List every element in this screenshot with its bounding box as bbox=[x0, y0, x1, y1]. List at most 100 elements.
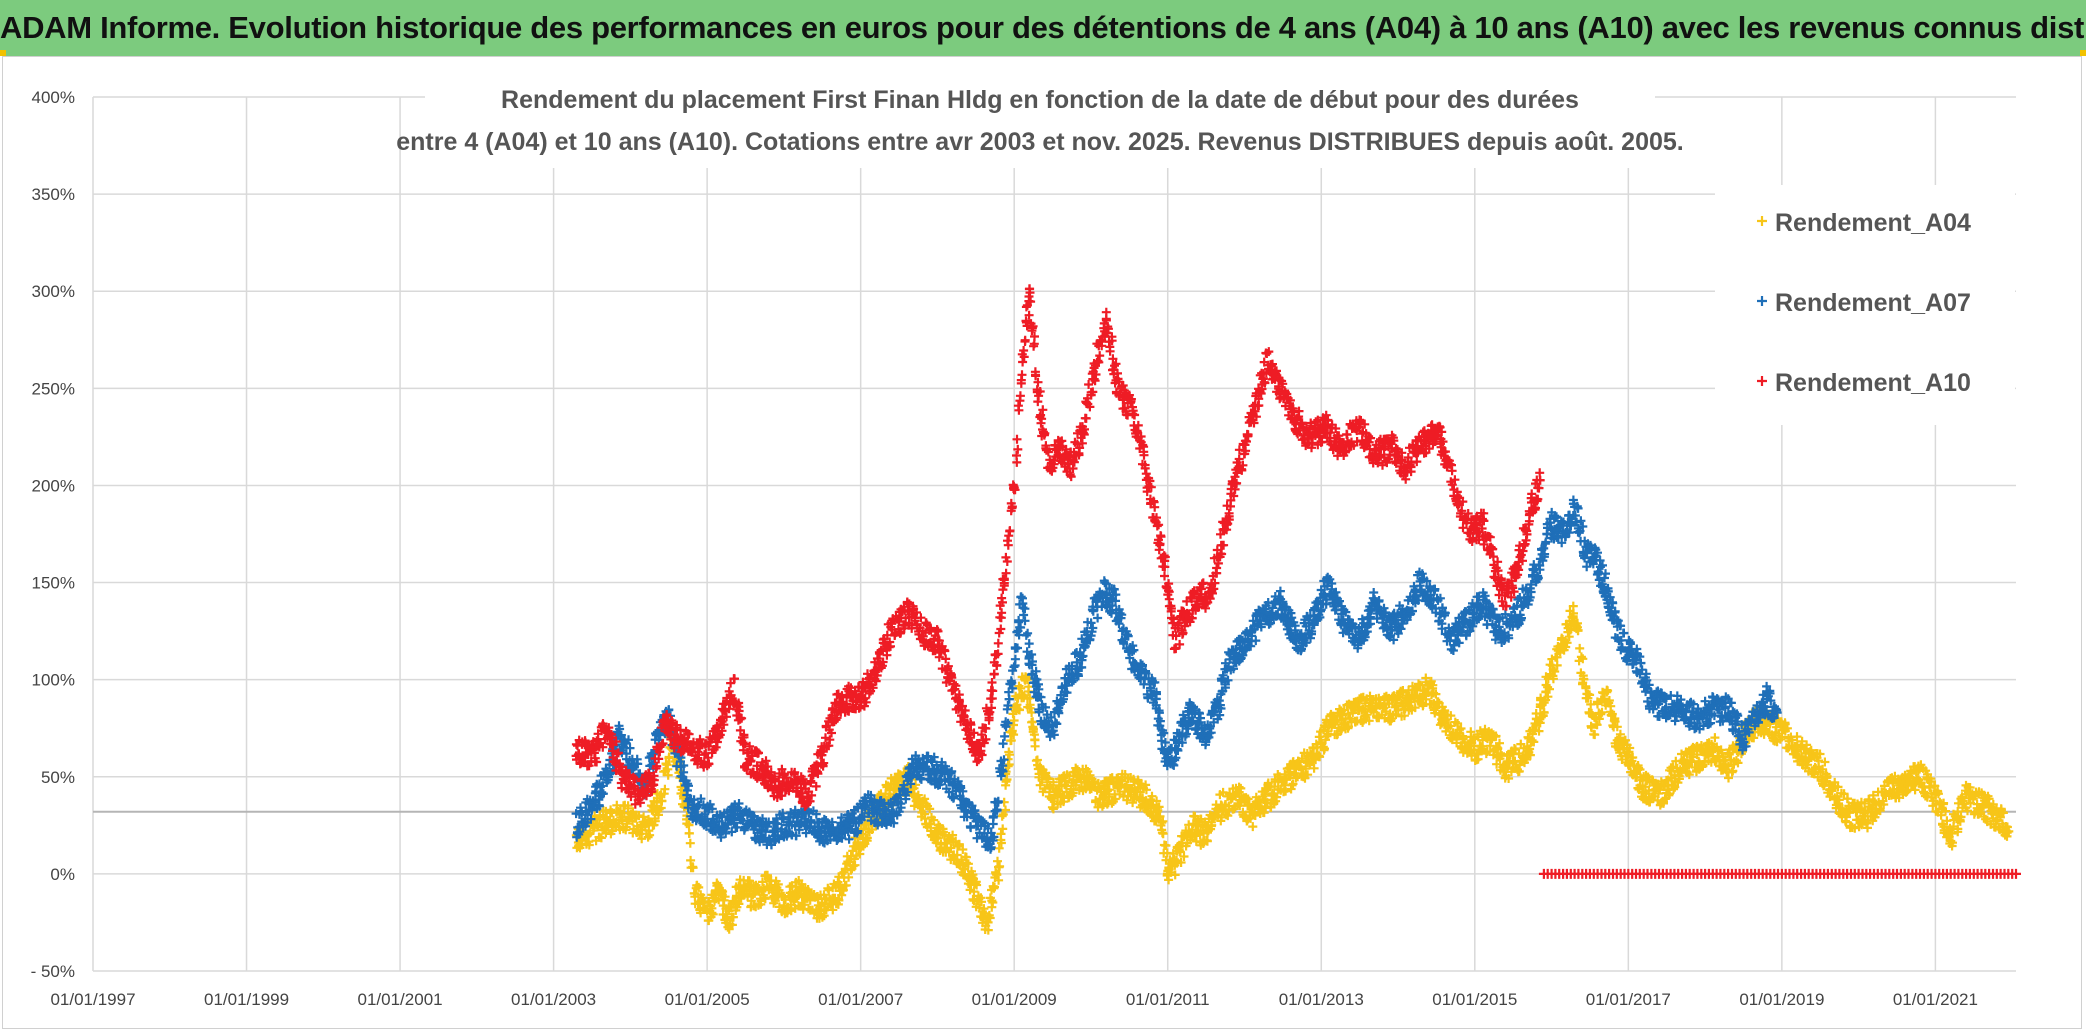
data-point bbox=[1842, 794, 1852, 804]
series-rendement-a04 bbox=[571, 601, 2014, 935]
report-banner: ADAM Informe. Evolution historique des p… bbox=[0, 0, 2086, 56]
data-point bbox=[1998, 808, 2008, 818]
data-point bbox=[1016, 683, 1026, 693]
data-point bbox=[1562, 638, 1572, 648]
data-point bbox=[1902, 786, 1912, 796]
banner-corner-right bbox=[2080, 50, 2086, 56]
data-point bbox=[1539, 707, 1549, 717]
data-point bbox=[1259, 808, 1269, 818]
data-point bbox=[1478, 741, 1488, 751]
data-point bbox=[1272, 792, 1282, 802]
data-point bbox=[929, 815, 939, 825]
data-point bbox=[958, 845, 968, 854]
data-point bbox=[1601, 569, 1610, 579]
data-point bbox=[1548, 674, 1558, 684]
data-point bbox=[1410, 690, 1420, 700]
data-point bbox=[1410, 703, 1420, 713]
data-point bbox=[1035, 780, 1045, 790]
data-point bbox=[848, 846, 858, 856]
data-point bbox=[1698, 761, 1708, 771]
data-point bbox=[1048, 777, 1058, 787]
data-point bbox=[1839, 789, 1849, 799]
data-point bbox=[969, 887, 979, 897]
data-point bbox=[1364, 716, 1374, 726]
data-point bbox=[1587, 723, 1596, 733]
data-point bbox=[954, 839, 964, 849]
data-point bbox=[1552, 652, 1562, 662]
data-point bbox=[1248, 822, 1258, 832]
data-point bbox=[1724, 773, 1733, 783]
data-point bbox=[1288, 779, 1298, 789]
data-point bbox=[862, 833, 872, 843]
data-point bbox=[977, 897, 986, 907]
data-point bbox=[663, 770, 673, 780]
data-point bbox=[1963, 806, 1972, 816]
data-point bbox=[657, 796, 667, 806]
data-point bbox=[1296, 762, 1305, 772]
data-point bbox=[1787, 735, 1797, 745]
data-point bbox=[838, 886, 848, 896]
data-point bbox=[1926, 774, 1936, 784]
data-point bbox=[1575, 643, 1585, 653]
data-point bbox=[664, 752, 674, 762]
data-point bbox=[685, 838, 695, 848]
data-point bbox=[1093, 779, 1103, 789]
data-point bbox=[861, 819, 871, 829]
data-point bbox=[1152, 796, 1162, 806]
data-point bbox=[596, 833, 606, 843]
data-point bbox=[1179, 852, 1189, 861]
data-point bbox=[625, 743, 635, 753]
data-point bbox=[1456, 724, 1466, 733]
data-point bbox=[1019, 610, 1029, 620]
data-point bbox=[987, 902, 997, 912]
data-point bbox=[727, 920, 737, 930]
data-point bbox=[1446, 711, 1456, 721]
data-point bbox=[1612, 722, 1622, 732]
data-point bbox=[952, 850, 962, 860]
data-point bbox=[1421, 694, 1431, 704]
points-layer bbox=[571, 284, 2021, 935]
data-point bbox=[1071, 763, 1081, 773]
series-rendement-a07 bbox=[571, 495, 1782, 854]
data-point bbox=[1467, 751, 1477, 761]
data-point bbox=[1421, 673, 1431, 683]
data-point bbox=[1161, 841, 1171, 850]
data-point bbox=[994, 843, 1004, 853]
data-point bbox=[1282, 775, 1292, 785]
data-point bbox=[1223, 811, 1233, 821]
data-point bbox=[1958, 796, 1968, 806]
data-point bbox=[1933, 789, 1943, 799]
data-point bbox=[1002, 775, 1012, 784]
data-point bbox=[1561, 642, 1571, 652]
data-point bbox=[1414, 679, 1423, 689]
data-point bbox=[586, 814, 596, 824]
data-point bbox=[817, 912, 827, 922]
data-point bbox=[1431, 689, 1441, 699]
banner-corner-left bbox=[0, 50, 6, 56]
data-point bbox=[718, 887, 728, 896]
data-point bbox=[1793, 747, 1803, 757]
data-point bbox=[1602, 687, 1612, 697]
data-point bbox=[1025, 693, 1035, 703]
data-point bbox=[1315, 752, 1325, 762]
data-point bbox=[690, 892, 700, 902]
data-point bbox=[598, 789, 608, 799]
data-point bbox=[1229, 804, 1239, 814]
data-point bbox=[1723, 761, 1733, 771]
data-point bbox=[913, 790, 923, 800]
data-point bbox=[994, 862, 1004, 872]
data-point bbox=[660, 784, 670, 794]
data-point bbox=[1596, 709, 1606, 719]
data-point bbox=[634, 811, 644, 820]
data-point bbox=[1428, 680, 1438, 690]
data-point bbox=[770, 896, 780, 906]
data-point bbox=[696, 908, 706, 918]
data-point bbox=[1669, 784, 1679, 794]
data-point bbox=[1628, 753, 1638, 762]
data-point bbox=[1946, 836, 1956, 846]
data-point bbox=[1536, 693, 1546, 703]
data-point bbox=[1024, 682, 1034, 692]
data-point bbox=[1749, 733, 1759, 743]
series-rendement-a10 bbox=[571, 284, 1545, 811]
data-point bbox=[688, 863, 698, 873]
